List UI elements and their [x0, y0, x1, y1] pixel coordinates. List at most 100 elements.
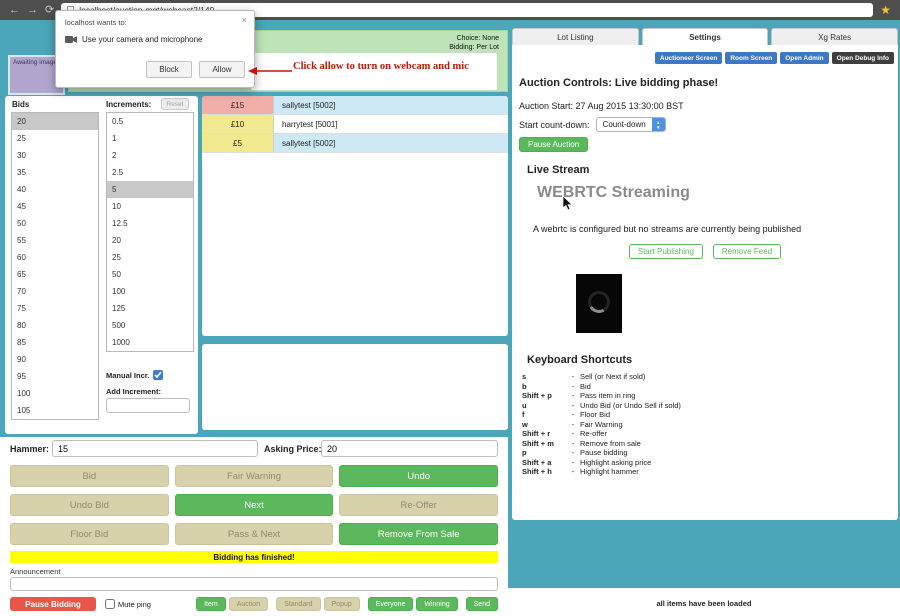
screen-buttons-row: Auctioneer Screen Room Screen Open Admin…	[654, 52, 894, 64]
shortcut-desc: Highlight hammer	[580, 467, 639, 476]
bid-step-item[interactable]: 95	[17, 372, 26, 381]
add-increment-label: Add Increment:	[106, 387, 162, 396]
send-option-button[interactable]: Winning	[416, 597, 458, 611]
increment-item[interactable]: 1	[112, 134, 117, 143]
shortcut-key: Shift + h	[522, 467, 552, 476]
annotation-text: Click allow to turn on webcam and mic	[293, 61, 469, 72]
bookmark-star-icon[interactable]: ★	[880, 3, 891, 17]
screen-button[interactable]: Open Admin	[780, 52, 829, 64]
bid-history-row: £5 sallytest [5002]	[202, 134, 508, 153]
shortcut-separator: -	[571, 372, 575, 381]
forward-icon[interactable]: →	[27, 3, 38, 16]
bid-step-item[interactable]: 45	[17, 202, 26, 211]
countdown-value: Count-down	[602, 120, 646, 129]
bid-step-item[interactable]: 65	[17, 270, 26, 279]
countdown-select[interactable]: Count-down ▲ ▼	[595, 117, 666, 132]
auction-action-button[interactable]: Next	[174, 494, 334, 516]
start-publishing-button[interactable]: Start Publishing	[628, 244, 703, 259]
increment-item[interactable]: 25	[112, 253, 121, 262]
increment-item[interactable]: 20	[112, 236, 121, 245]
asking-price-input[interactable]	[321, 440, 498, 457]
bid-step-item[interactable]: 35	[17, 168, 26, 177]
bids-list[interactable]: 20 25 30 35 40 45 50 55 60 65 70 75	[11, 112, 99, 420]
block-button[interactable]: Block	[146, 61, 192, 78]
mute-ping-checkbox[interactable]	[105, 599, 115, 609]
shortcut-desc: Bid	[580, 381, 591, 391]
lot-detail-panel	[202, 344, 508, 430]
reset-increments-button[interactable]: Reset	[161, 98, 189, 110]
bid-step-item[interactable]: 100	[17, 389, 31, 398]
increment-item[interactable]: 0.5	[112, 117, 124, 126]
increment-item[interactable]: 5	[107, 181, 193, 198]
bid-step-item[interactable]: 60	[17, 253, 26, 262]
auction-action-button[interactable]: Re-Offer	[339, 494, 498, 516]
select-arrows-icon: ▲ ▼	[651, 118, 665, 131]
increment-item[interactable]: 100	[112, 287, 126, 296]
hammer-input[interactable]	[52, 440, 258, 457]
bid-step-item[interactable]: 25	[17, 134, 26, 143]
send-option-button[interactable]: Popup	[323, 597, 360, 611]
remove-feed-button[interactable]: Remove Feed	[712, 244, 782, 259]
screen-button[interactable]: Auctioneer Screen	[654, 52, 723, 64]
bid-step-item[interactable]: 90	[17, 355, 26, 364]
permission-message-row: Use your camera and microphone	[65, 35, 203, 44]
close-icon[interactable]: ×	[241, 15, 247, 25]
bidding-controls: Hammer: Asking Price: Bid Fair Warning U…	[0, 437, 508, 616]
send-option-button[interactable]: Send	[465, 597, 498, 611]
auction-action-button[interactable]: Floor Bid	[10, 523, 169, 545]
bid-step-item[interactable]: 55	[17, 236, 26, 245]
panel-tab[interactable]: Lot Listing	[512, 28, 639, 45]
pause-bidding-button[interactable]: Pause Bidding	[10, 597, 96, 611]
panel-tab[interactable]: Settings	[641, 28, 769, 45]
shortcut-desc: Sell (or Next if sold)	[580, 372, 646, 381]
bid-step-item[interactable]: 40	[17, 185, 26, 194]
auction-controls-heading: Auction Controls: Live bidding phase!	[519, 77, 719, 89]
increment-item[interactable]: 2.5	[112, 168, 124, 177]
send-option-button[interactable]: Item	[196, 597, 226, 611]
bid-step-item[interactable]: 105	[17, 406, 31, 415]
bid-step-item[interactable]: 85	[17, 338, 26, 347]
increments-list[interactable]: 0.5 1 2 2.5 5 10 12.5 20 25 50 100	[106, 112, 194, 352]
shortcut-key: f	[522, 410, 525, 419]
panel-tab[interactable]: Xg Rates	[771, 28, 899, 45]
allow-button[interactable]: Allow	[199, 61, 245, 78]
stream-preview	[576, 274, 622, 333]
pause-auction-button[interactable]: Pause Auction	[519, 137, 589, 152]
bid-step-item[interactable]: 50	[17, 219, 26, 228]
increment-item[interactable]: 10	[112, 202, 121, 211]
increment-item[interactable]: 50	[112, 270, 121, 279]
auction-action-button[interactable]: Fair Warning	[174, 465, 334, 487]
shortcut-separator: -	[571, 429, 575, 438]
increment-item[interactable]: 500	[112, 321, 126, 330]
bid-step-item[interactable]: 20	[12, 113, 98, 130]
screen-button[interactable]: Open Debug Info	[831, 52, 894, 64]
bid-step-item[interactable]: 75	[17, 304, 26, 313]
increment-item[interactable]: 125	[112, 304, 126, 313]
increment-item[interactable]: 12.5	[112, 219, 128, 228]
shortcut-key: Shift + p	[522, 391, 552, 400]
auction-action-button[interactable]: Remove From Sale	[339, 523, 498, 545]
bid-step-item[interactable]: 30	[17, 151, 26, 160]
shortcut-separator: -	[571, 391, 575, 400]
auction-action-button[interactable]: Undo	[339, 465, 498, 487]
increment-item[interactable]: 2	[112, 151, 117, 160]
back-icon[interactable]: ←	[9, 3, 20, 16]
auction-action-button[interactable]: Pass & Next	[174, 523, 334, 545]
auction-header: Choice: None Bidding: Per Lot Click allo…	[68, 30, 508, 92]
shortcut-separator: -	[571, 457, 575, 467]
bid-step-item[interactable]: 70	[17, 287, 26, 296]
announcement-input[interactable]	[10, 577, 498, 591]
send-option-button[interactable]: Everyone	[367, 597, 414, 611]
increment-item[interactable]: 1000	[112, 338, 130, 347]
auction-action-button[interactable]: Bid	[10, 465, 169, 487]
bid-step-item[interactable]: 80	[17, 321, 26, 330]
screen-button[interactable]: Room Screen	[725, 52, 778, 64]
auction-action-button[interactable]: Undo Bid	[10, 494, 169, 516]
refresh-icon[interactable]: ⟳	[45, 3, 55, 16]
add-increment-input[interactable]	[106, 398, 190, 413]
send-option-button[interactable]: Standard	[276, 597, 321, 611]
manual-incr-checkbox[interactable]	[153, 370, 164, 380]
send-option-button[interactable]: Auction	[228, 597, 269, 611]
shortcut-row: u - Undo Bid (or Undo Sell if sold)	[522, 401, 681, 411]
shortcut-key: u	[522, 400, 527, 410]
